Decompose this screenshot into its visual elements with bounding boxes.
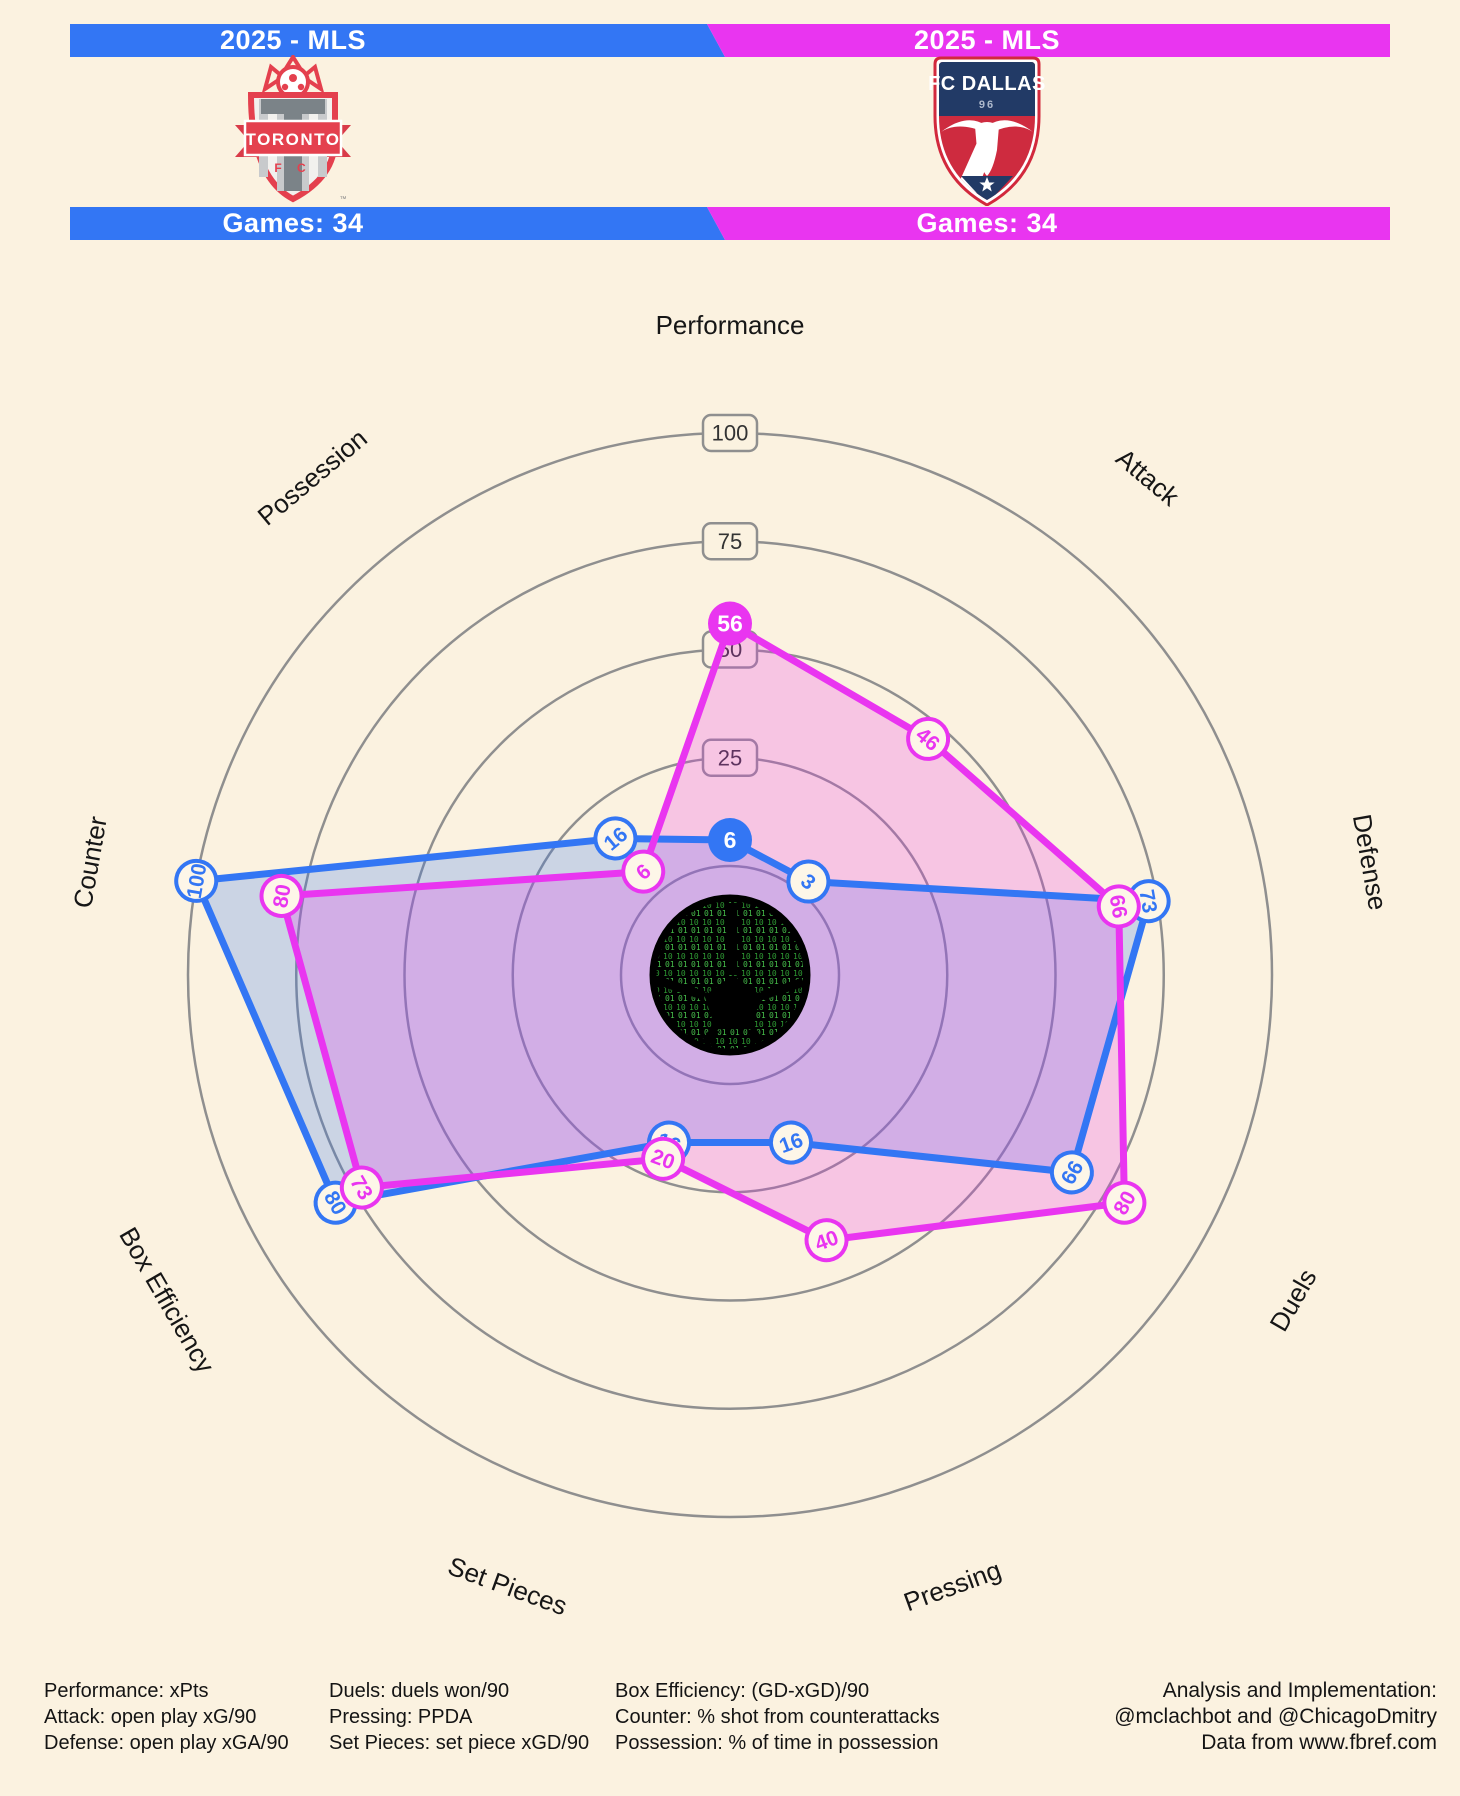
fc-dallas-outline [278,620,1128,1244]
axis-label-box-efficiency: Box Efficiency [113,1222,220,1378]
vertex-bubble-fc-dallas-possession: 6 [621,849,666,894]
vertex-bubble-fc-dallas-pressing: 40 [804,1218,849,1263]
vertex-bubble-fc-dallas-attack: 46 [906,716,951,761]
legend-pressing: Pressing: PPDA [329,1706,473,1728]
legend-counter: Counter: % shot from counterattacks [615,1706,940,1728]
svg-text:100: 100 [712,421,749,446]
vertex-bubble-toronto-fc-duels: 66 [1049,1150,1094,1195]
tick-label-100: 100 [701,413,759,453]
crest-ribbon [235,119,351,157]
vertex-bubble-fc-dallas-defense: 66 [1096,884,1141,929]
credit-line-1: Analysis and Implementation: [1162,1679,1437,1702]
axis-label-counter: Counter [67,814,113,911]
tick-label-75: 75 [701,522,759,561]
season-label-dallas: 2025 - MLS [913,24,1061,55]
toronto-fc-crest: TORONTO F C ™ [235,55,351,203]
axis-label-defense: Defense [1347,812,1393,913]
vertex-bubble-toronto-fc-attack: 3 [786,859,831,904]
axis-label-attack: Attack [1110,442,1185,512]
vertex-bubble-toronto-fc-pressing: 16 [768,1120,813,1165]
games-banner-toronto: Games: 34 [70,207,725,240]
axis-label-pressing: Pressing [900,1555,1005,1618]
fc-dallas-crest: FC DALLAS 96 [928,56,1046,206]
season-banner-toronto: 2025 - MLS [70,24,725,57]
axis-label-duels: Duels [1263,1264,1322,1337]
legend-duels: Duels: duels won/90 [329,1680,510,1702]
vertex-bubble-fc-dallas-performance: 56 [708,601,752,646]
crest-dallas-text: FC DALLAS [928,73,1046,95]
crest-96-text: 96 [979,99,995,111]
axis-label-possession: Possession [252,423,373,531]
legend-performance: Performance: xPts [44,1680,209,1702]
tick-label-25: 25 [701,738,759,777]
legend-defense: Defense: open play xGA/90 [44,1732,289,1754]
vertex-bubble-toronto-fc-performance: 6 [708,818,752,863]
footer-legend: Performance: xPts Attack: open play xG/9… [0,1678,1460,1778]
credit-line-2: @mclachbot and @ChicagoDmitry [1114,1705,1437,1728]
crest-fc-text: F C [274,161,311,175]
season-banner-dallas: 2025 - MLS [707,24,1390,57]
games-label-dallas: Games: 34 [916,207,1058,238]
vertex-bubble-fc-dallas-box-efficiency: 73 [339,1165,384,1210]
credit-line-3: Data from www.fbref.com [1201,1731,1437,1754]
axis-label-performance: Performance [656,310,805,340]
svg-text:80: 80 [269,883,296,910]
radar-ring-0 [619,864,841,1086]
axis-label-set-pieces: Set Pieces [444,1551,571,1622]
crest-star-field [961,176,1013,200]
credits: Analysis and Implementation: @mclachbot … [1114,1678,1437,1756]
games-banner-dallas: Games: 34 [707,207,1390,240]
legend-column-2: Duels: duels won/90 Pressing: PPDA Set P… [329,1678,589,1756]
star-icon [979,177,995,192]
svg-text:56: 56 [717,611,743,637]
crest-toronto-text: TORONTO [246,130,341,149]
vertex-bubble-fc-dallas-duels: 80 [1102,1180,1147,1225]
legend-set-pieces: Set Pieces: set piece xGD/90 [329,1732,590,1754]
svg-text:25: 25 [718,745,742,770]
vertex-bubble-fc-dallas-counter: 80 [259,873,304,918]
toronto-fc-outline [192,834,1153,1207]
vertex-bubble-toronto-fc-counter: 100 [174,858,219,903]
svg-text:6: 6 [724,827,737,853]
legend-possession: Possession: % of time in possession [615,1732,939,1754]
legend-box-efficiency: Box Efficiency: (GD-xGD)/90 [615,1680,870,1702]
legend-column-1: Performance: xPts Attack: open play xG/9… [44,1678,289,1756]
legend-column-3: Box Efficiency: (GD-xGD)/90 Counter: % s… [615,1678,940,1756]
season-label-toronto: 2025 - MLS [219,24,367,55]
svg-text:75: 75 [718,529,742,554]
matrix-soccer-ball-icon [649,894,811,1056]
crest-navy-field [939,62,1035,116]
legend-attack: Attack: open play xG/90 [44,1706,257,1728]
games-label-toronto: Games: 34 [222,207,364,238]
vertex-bubble-toronto-fc-possession: 16 [593,816,638,861]
crest-trademark: ™ [340,196,347,203]
vertex-bubble-fc-dallas-set-pieces: 20 [641,1136,686,1181]
svg-text:66: 66 [1105,893,1132,920]
